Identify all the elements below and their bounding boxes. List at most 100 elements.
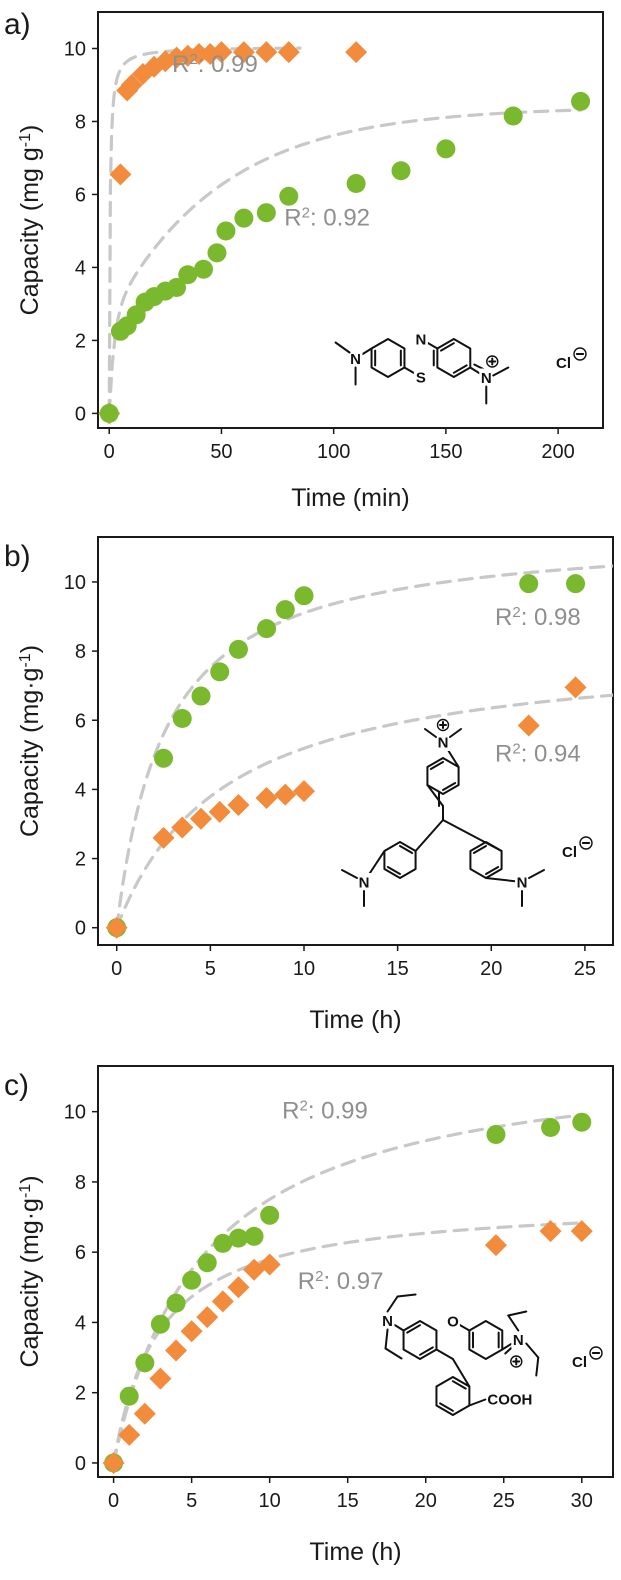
data-point-circle — [178, 265, 198, 285]
data-point-diamond — [570, 1220, 593, 1243]
data-point-diamond — [190, 807, 212, 830]
data-point-diamond — [133, 1402, 156, 1425]
benzene-ring — [383, 841, 417, 879]
plot-frame — [97, 11, 604, 429]
x-tick-label: 0 — [104, 441, 115, 463]
data-point-circle — [216, 221, 236, 241]
data-point-circle — [503, 106, 523, 126]
data-point-circle — [256, 203, 276, 223]
r-squared-annotation: R2: 0.98 — [495, 604, 581, 632]
benzene-ring — [468, 1320, 504, 1360]
data-point-diamond — [208, 800, 231, 823]
benzene-ring — [435, 1376, 471, 1416]
y-tick-label: 8 — [75, 1172, 86, 1194]
fit-curve-series-2 — [115, 693, 613, 930]
fit-curve-series-2 — [112, 1221, 584, 1465]
y-axis-label-main: Capacity (mg·g — [16, 1198, 44, 1368]
x-axis-label: Time (h) — [309, 1538, 401, 1566]
bond — [439, 342, 455, 352]
y-tick-label: 0 — [75, 403, 86, 425]
data-point-circle — [275, 600, 295, 620]
panel-label: c) — [4, 1069, 29, 1102]
r-squared-annotation: R2: 0.99 — [172, 51, 258, 79]
data-point-diamond — [180, 1320, 203, 1343]
r-squared-base: R — [284, 204, 301, 231]
data-point-circle — [182, 1270, 202, 1290]
bond — [419, 1346, 434, 1356]
y-tick-label: 6 — [75, 710, 86, 732]
r-squared-base: R — [495, 604, 512, 631]
x-tick-label: 5 — [205, 958, 216, 980]
bond — [384, 1347, 403, 1360]
r-squared-value: : 0.98 — [521, 604, 581, 631]
data-point-diamond — [102, 1451, 125, 1474]
bond — [439, 1402, 454, 1412]
x-tick-label: 0 — [111, 958, 122, 980]
r-squared-base: R — [172, 51, 189, 78]
bond — [399, 844, 414, 854]
bond — [449, 728, 462, 738]
x-tick-label: 10 — [259, 1490, 281, 1512]
nitrogen-atom: N — [517, 875, 528, 892]
y-axis-label-sup: -1 — [17, 133, 34, 147]
r-squared-base: R — [495, 741, 512, 768]
y-axis-label: Capacity (mg g-1) — [16, 125, 44, 316]
nitrogen-atom: N — [359, 875, 370, 892]
x-axis-label: Time (min) — [291, 484, 410, 512]
atom-mask — [348, 349, 363, 368]
data-point-circle — [210, 662, 230, 682]
data-point-circle — [519, 574, 539, 594]
counter-ion: Cl — [556, 355, 571, 372]
y-tick-label: 4 — [75, 257, 86, 279]
y-tick-label: 10 — [64, 572, 86, 594]
y-axis-label-close: ) — [16, 1175, 44, 1183]
data-point-diamond — [120, 73, 143, 96]
nitrogen-atom: N — [438, 735, 449, 752]
data-point-circle — [234, 208, 254, 228]
data-point-diamond — [227, 793, 250, 816]
data-point-circle — [436, 139, 456, 159]
panel-b: b) 0 5 10 15 20 25 0 2 4 6 8 10 Time (h) Capacity (mg·… — [4, 536, 614, 1034]
x-tick-label: 25 — [574, 958, 596, 980]
bond — [426, 784, 444, 807]
atom-mask — [479, 368, 494, 387]
data-point-diamond — [232, 41, 255, 64]
r-squared-sup: 2 — [299, 1097, 307, 1114]
counter-ion: Cl — [572, 1354, 587, 1371]
fit-curve-series-2 — [107, 108, 583, 415]
bond — [507, 1310, 528, 1317]
r-squared-value: : 0.97 — [323, 1268, 383, 1295]
bond — [525, 1342, 540, 1359]
bond — [442, 782, 457, 792]
panel-label: b) — [4, 540, 31, 573]
bond — [424, 728, 437, 738]
bond — [528, 869, 545, 879]
data-point-circle — [571, 91, 591, 111]
data-point-diamond — [564, 676, 587, 699]
y-axis-label: Capacity (mg·g-1) — [16, 645, 44, 837]
bond — [507, 1314, 520, 1332]
data-point-circle — [279, 186, 299, 206]
data-point-circle — [346, 174, 366, 194]
negative-charge-icon — [589, 1346, 603, 1360]
bond — [341, 869, 358, 879]
data-point-diamond — [274, 783, 297, 806]
benzene-ring — [436, 338, 472, 378]
y-tick-label: 10 — [64, 1102, 86, 1124]
bond — [384, 1328, 389, 1350]
atom-mask — [436, 733, 450, 751]
r-squared-sup: 2 — [189, 51, 197, 68]
y-tick-label: 0 — [75, 918, 86, 940]
data-point-diamond — [211, 1290, 234, 1313]
plot-area — [102, 1112, 593, 1474]
bond — [429, 760, 444, 770]
r-squared-base: R — [282, 1098, 299, 1125]
data-point-diamond — [484, 1234, 507, 1257]
x-tick-label: 0 — [108, 1490, 119, 1512]
data-point-diamond — [255, 41, 278, 64]
data-point-circle — [119, 1386, 139, 1406]
data-point-circle — [99, 403, 119, 423]
data-point-diamond — [277, 41, 300, 64]
negative-charge-icon — [579, 836, 593, 850]
